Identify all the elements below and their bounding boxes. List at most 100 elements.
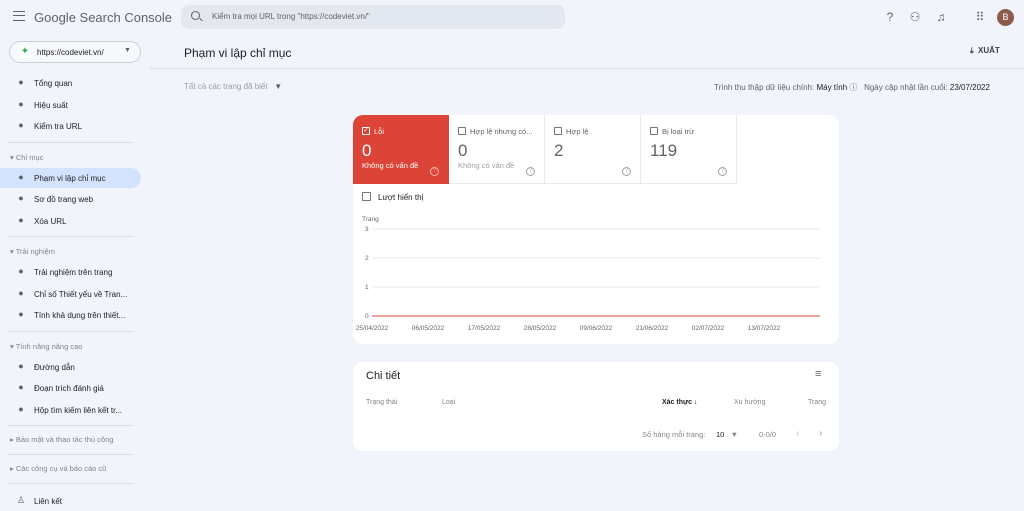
rows-per-page-label: Số hàng mỗi trang: — [642, 430, 706, 439]
divider — [8, 330, 133, 332]
divider — [8, 425, 133, 426]
property-icon: ✦ — [19, 46, 31, 58]
details-title: Chi tiết — [366, 370, 401, 382]
tab-subtext: Không có vấn đề — [458, 161, 515, 170]
pages-icon: ● — [18, 171, 24, 182]
page-filter-dropdown[interactable]: Tất cả các trang đã biết ▼ — [184, 82, 282, 91]
mobile-icon: ● — [18, 309, 24, 319]
section-title: Bảo mật và thao tác thủ công — [15, 435, 114, 444]
sidebar-item[interactable]: ● Chỉ số Thiết yếu về Tran... — [0, 284, 141, 304]
checkbox[interactable] — [650, 127, 658, 135]
impressions-checkbox[interactable] — [362, 192, 371, 201]
sidebar-item-label: Kiểm tra URL — [34, 122, 83, 131]
property-label: https://codeviet.vn/ — [37, 48, 104, 57]
property-selector[interactable]: ✦ https://codeviet.vn/ ▼ — [9, 41, 141, 63]
links-icon: ♙ — [16, 495, 26, 505]
sidebar-item[interactable]: ● Xóa URL — [0, 211, 141, 231]
y-tick-label: 3 — [365, 226, 369, 233]
sidebar-section-collapsed[interactable]: ▸ Các công cụ và báo cáo cũ — [10, 464, 107, 473]
sidebar-item-links[interactable]: ♙ Liên kết — [0, 491, 141, 511]
sidebar-item-label: Đường dẫn — [34, 362, 75, 372]
status-tab[interactable]: Bị loại trừ 119? — [641, 115, 737, 184]
rows-per-page-value: 10 — [716, 430, 725, 439]
next-page-button[interactable]: › — [819, 428, 823, 439]
help-icon[interactable]: ⓘ — [849, 83, 858, 92]
tab-subtext: Không có vấn đề — [362, 161, 419, 170]
divider — [8, 236, 133, 237]
layers-icon: ● — [18, 382, 24, 392]
tab-value: 0 — [458, 141, 468, 160]
checkbox[interactable]: ✓ — [362, 127, 370, 135]
search-placeholder: Kiểm tra mọi URL trong "https://codeviet… — [212, 12, 370, 21]
help-icon[interactable]: ? — [430, 167, 439, 176]
search-icon — [191, 11, 200, 20]
sidebar-item[interactable]: ● Hộp tìm kiếm liên kết tr... — [0, 400, 141, 420]
column-pages[interactable]: Trang — [808, 399, 827, 406]
home-icon: ● — [18, 77, 24, 87]
url-inspect-search[interactable]: Kiểm tra mọi URL trong "https://codeviet… — [181, 5, 565, 29]
sidebar-item[interactable]: ● Sơ đồ trang web — [0, 189, 141, 209]
sidebar-item[interactable]: ● Tổng quan — [0, 73, 141, 93]
sidebar-section-collapsed[interactable]: ▸ Bảo mật và thao tác thủ công — [10, 435, 114, 444]
export-label: XUẤT — [978, 46, 1000, 55]
sidebar-section[interactable]: ▾ Trải nghiệm — [10, 247, 56, 256]
checkbox[interactable] — [554, 127, 562, 135]
sidebar-item[interactable]: ● Kiểm tra URL — [0, 116, 141, 136]
sidebar-item[interactable]: ● Tính khả dụng trên thiết... — [0, 305, 141, 325]
sidebar-item[interactable]: ● Phạm vi lập chỉ mục — [0, 167, 141, 188]
tab-value: 119 — [650, 141, 678, 160]
sidebar-item[interactable]: ● Trải nghiệm trên trang — [0, 262, 141, 282]
x-tick-label: 17/05/2022 — [468, 325, 501, 332]
filter-icon[interactable]: ≡ — [815, 368, 822, 380]
y-tick-label: 2 — [365, 255, 369, 262]
sidebar-item-label: Tính khả dụng trên thiết... — [34, 311, 126, 320]
report-meta: Trình thu thập dữ liệu chính: Máy tính ⓘ… — [714, 82, 990, 93]
manage-users-icon[interactable]: ⚇ — [909, 10, 921, 24]
export-button[interactable]: ⤓ XUẤT — [970, 46, 1000, 56]
sidebar-item[interactable]: ● Đoạn trích đánh giá — [0, 378, 141, 398]
y-axis-label: Trang — [362, 216, 379, 223]
x-tick-label: 21/06/2022 — [636, 325, 669, 332]
help-icon[interactable]: ? — [526, 167, 535, 176]
x-tick-label: 25/04/2022 — [356, 325, 389, 332]
apps-icon[interactable]: ⠿ — [975, 10, 985, 24]
divider — [150, 68, 1024, 69]
chevron-down-icon: ▼ — [274, 82, 283, 91]
sidebar-section[interactable]: ▾ Chỉ mục — [10, 152, 44, 162]
status-tab[interactable]: Hợp lệ nhưng có... 0 Không có vấn đề? — [449, 115, 545, 184]
sidebar-item[interactable]: ● Hiệu suất — [0, 95, 141, 115]
sidebar-section[interactable]: ▾ Tính năng nâng cao — [10, 341, 83, 351]
bell-icon[interactable]: ♫ — [936, 10, 946, 24]
tab-label: Lỗi — [374, 127, 385, 136]
tab-value: 0 — [362, 141, 372, 160]
prev-page-button[interactable]: ‹ — [796, 428, 800, 439]
column-validation[interactable]: Xác thực ↓ — [662, 399, 697, 406]
pagination-range: 0-0/0 — [759, 430, 777, 439]
sitemap-icon: ● — [18, 193, 24, 203]
sidebar-item[interactable]: ● Đường dẫn — [0, 357, 141, 377]
x-tick-label: 13/07/2022 — [748, 325, 781, 332]
sidebar-item-label: Chỉ số Thiết yếu về Tran... — [34, 289, 128, 299]
column-type[interactable]: Loại — [442, 399, 456, 406]
menu-icon[interactable] — [13, 11, 25, 21]
sidebar-item-label: Đoạn trích đánh giá — [34, 384, 104, 393]
help-icon[interactable]: ? — [718, 167, 727, 176]
crawler-value: Máy tính — [816, 83, 848, 92]
x-tick-label: 06/05/2022 — [412, 325, 445, 332]
arrow-down-icon: ↓ — [693, 399, 698, 406]
page-title: Phạm vi lập chỉ mục — [184, 46, 292, 60]
column-status[interactable]: Trạng thái — [366, 399, 398, 406]
x-tick-label: 28/05/2022 — [524, 325, 557, 332]
layers-icon: ● — [18, 403, 24, 414]
help-icon[interactable]: ? — [886, 10, 894, 24]
sidebar-item-label: Xóa URL — [34, 216, 67, 226]
gauge-icon: ● — [18, 287, 24, 298]
rows-per-page-select[interactable]: 10 ▼ — [716, 430, 738, 439]
column-trend[interactable]: Xu hướng — [734, 399, 766, 406]
avatar[interactable]: B — [997, 9, 1014, 26]
help-icon[interactable]: ? — [622, 167, 631, 176]
status-tab[interactable]: Hợp lệ 2? — [545, 115, 641, 184]
trending-icon: ● — [18, 98, 24, 109]
checkbox[interactable] — [458, 127, 466, 135]
status-tab[interactable]: ✓ Lỗi 0 Không có vấn đề? — [353, 115, 449, 184]
